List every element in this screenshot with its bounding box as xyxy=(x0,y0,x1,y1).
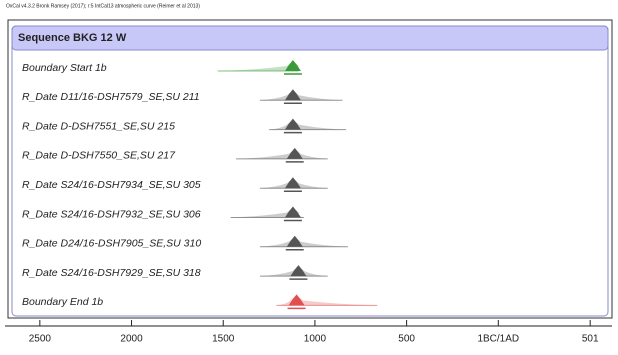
chart-title: OxCal v4.3.2 Bronk Ramsey (2017); r:5 In… xyxy=(6,3,200,9)
plot-frame xyxy=(7,19,613,319)
peak xyxy=(284,177,301,189)
x-tick-label: 1BC/1AD xyxy=(477,334,519,345)
peak xyxy=(286,235,303,247)
distribution xyxy=(259,90,343,101)
row-label: R_Date S24/16-DSH7932_SE,SU 306 xyxy=(22,208,201,220)
row-label: R_Date S24/16-DSH7934_SE,SU 305 xyxy=(22,179,201,191)
peak xyxy=(286,147,303,159)
row-label: R_Date D11/16-DSH7579_SE,SU 211 xyxy=(22,91,200,103)
distribution xyxy=(217,61,299,71)
x-tick-label: 1500 xyxy=(212,334,235,345)
x-tick-label: 2000 xyxy=(120,334,143,345)
x-tick-label: 501 xyxy=(582,334,599,345)
row-label: Boundary End 1b xyxy=(22,296,103,308)
distribution xyxy=(269,119,347,130)
peak xyxy=(290,265,307,277)
distribution xyxy=(236,148,328,159)
row-label: R_Date D-DSH7551_SE,SU 215 xyxy=(22,120,175,132)
x-tick-label: 2500 xyxy=(29,334,52,345)
row-label: R_Date D-DSH7550_SE,SU 217 xyxy=(22,150,176,162)
peak xyxy=(284,118,301,130)
row-label: R_Date S24/16-DSH7929_SE,SU 318 xyxy=(22,267,201,279)
row-label: Boundary Start 1b xyxy=(22,62,107,74)
peak xyxy=(284,206,301,218)
group-box xyxy=(11,25,609,317)
x-tick-label: 1000 xyxy=(304,334,327,345)
row-label: R_Date D24/16-DSH7905_SE,SU 310 xyxy=(22,238,201,250)
peak xyxy=(288,294,305,306)
peak xyxy=(284,60,301,71)
peak xyxy=(284,89,301,101)
distribution xyxy=(230,207,304,218)
x-tick-label: 500 xyxy=(398,334,415,345)
distribution xyxy=(259,236,348,247)
group-label: Sequence BKG 12 W xyxy=(18,32,127,44)
